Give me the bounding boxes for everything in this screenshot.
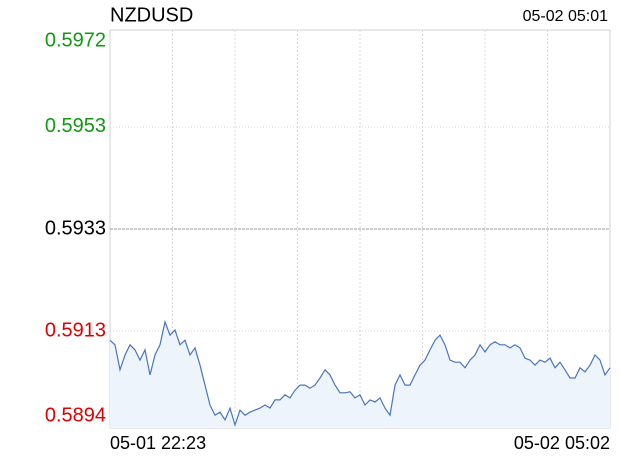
- x-tick-label: 05-02 05:02: [514, 433, 610, 453]
- y-tick-label: 0.5972: [45, 29, 106, 51]
- area: [110, 321, 610, 428]
- x-tick-label: 05-01 22:23: [110, 433, 206, 453]
- y-tick-label: 0.5894: [45, 404, 106, 426]
- timestamp: 05-02 05:01: [523, 8, 609, 25]
- y-tick-label: 0.5953: [45, 115, 106, 137]
- price-line: [109, 319, 611, 427]
- y-tick-label: 0.5913: [45, 319, 106, 341]
- chart-title: NZDUSD: [110, 4, 193, 26]
- y-tick-label: 0.5933: [45, 217, 106, 239]
